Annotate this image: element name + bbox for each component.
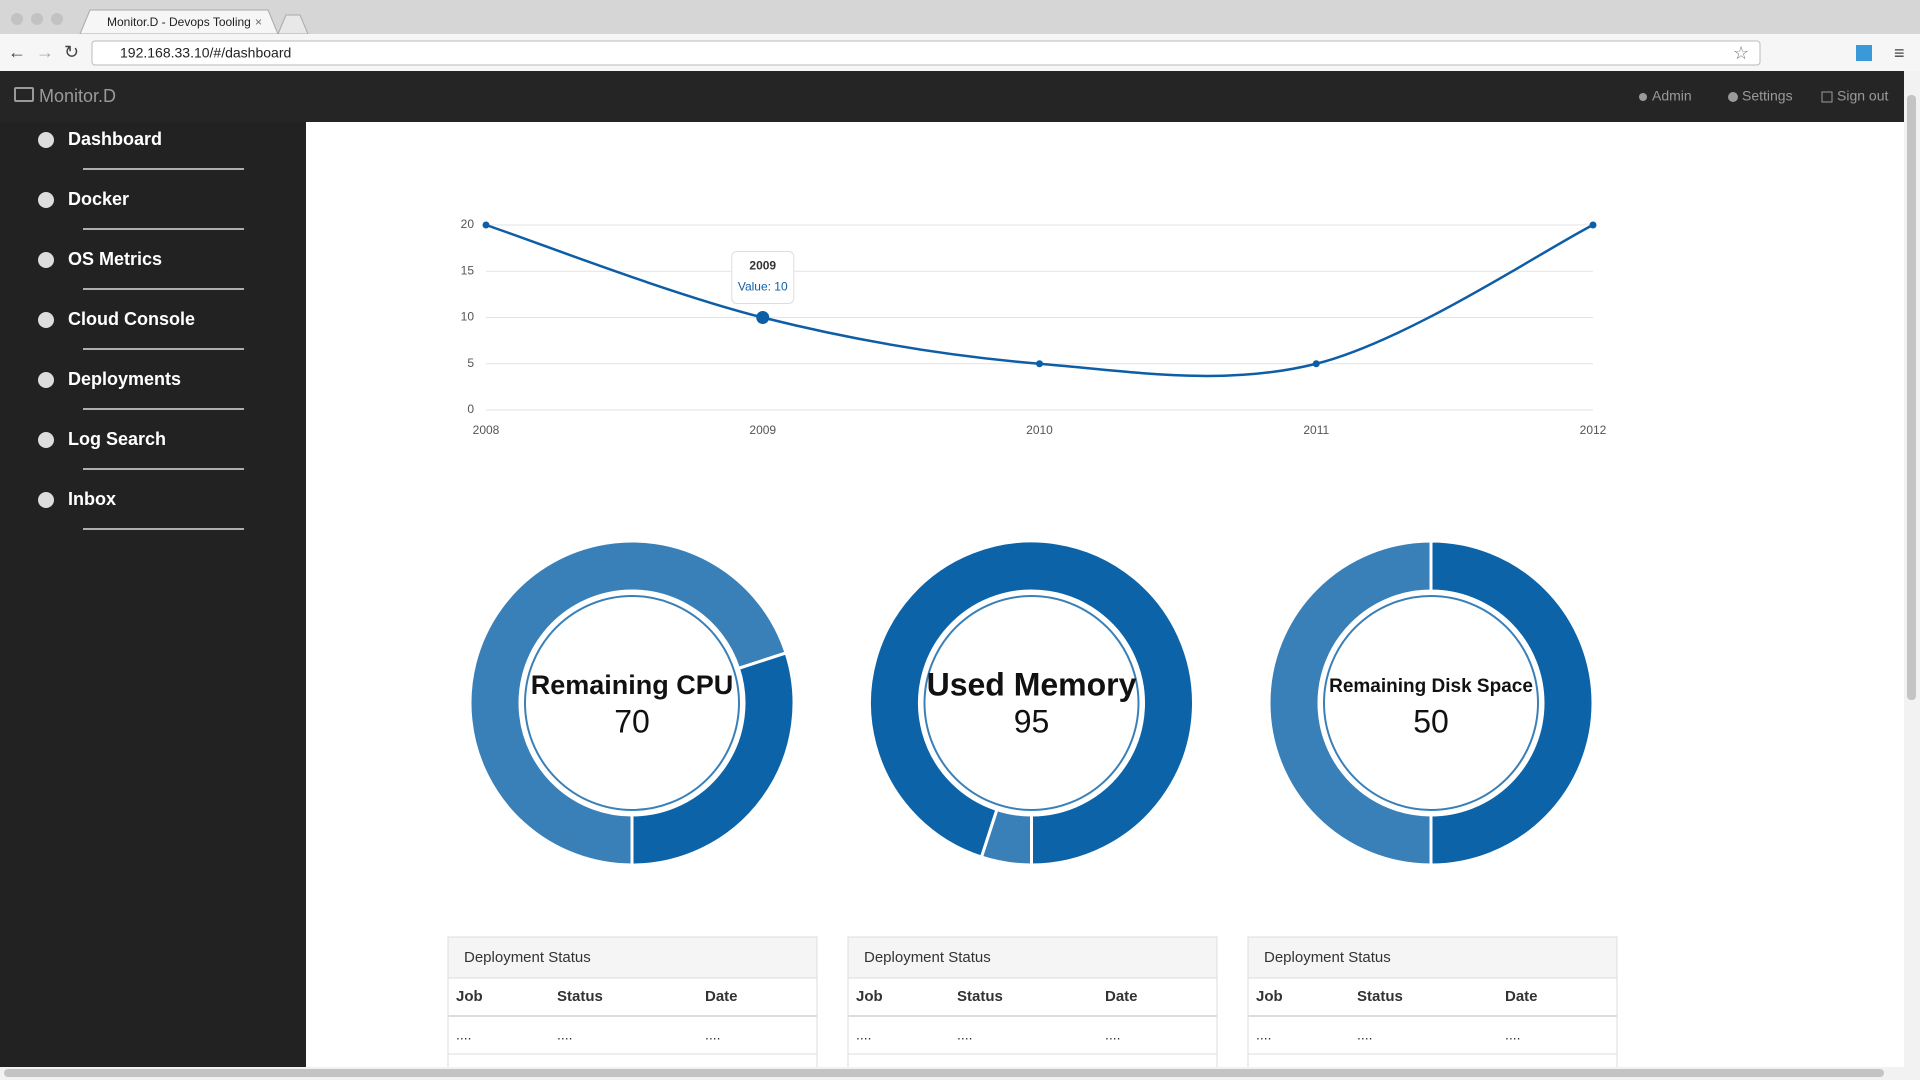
data-point[interactable] [1589, 221, 1597, 229]
donut-title: Remaining Disk Space [1329, 676, 1533, 697]
table-cell: .... [705, 1027, 721, 1043]
y-tick-label: 10 [461, 310, 475, 324]
x-tick-label: 2010 [1026, 423, 1053, 437]
sidebar-icon [38, 252, 54, 268]
table-header: Date [705, 988, 738, 1005]
donut-value: 50 [1413, 703, 1449, 739]
panel-heading [1247, 936, 1618, 979]
sidebar-icon [38, 312, 54, 328]
donut-segment[interactable] [630, 651, 796, 867]
table-header: Date [1105, 988, 1138, 1005]
tooltip-text: Value: 10 [738, 280, 788, 294]
donut-inner-ring [524, 595, 740, 811]
forward-button[interactable]: → [36, 42, 54, 62]
x-tick-label: 2011 [1303, 423, 1329, 437]
table-cell: .... [957, 1027, 973, 1043]
y-tick-label: 5 [467, 356, 474, 370]
sidebar-item[interactable]: Inbox [68, 489, 116, 509]
x-tick-label: 2012 [1580, 423, 1607, 437]
table-header: Status [957, 988, 1003, 1005]
donut-value: 70 [614, 703, 650, 739]
panel-heading [447, 936, 818, 979]
table-header: Date [1505, 988, 1538, 1005]
sidebar-icon [38, 432, 54, 448]
data-point[interactable] [1312, 360, 1320, 368]
tab-title: Monitor.D - Devops Tooling [107, 15, 251, 29]
donut-segment[interactable] [1429, 539, 1595, 867]
tooltip-title: 2009 [749, 259, 776, 273]
table-header: Status [1357, 988, 1403, 1005]
navbar [0, 71, 1920, 122]
donut-segment[interactable] [1267, 539, 1433, 867]
table-cell: .... [557, 1027, 573, 1043]
donut-segment[interactable] [468, 539, 788, 867]
bookmark-star[interactable]: ☆ [1733, 43, 1749, 63]
extension-icon[interactable] [1856, 45, 1872, 61]
x-tick-label: 2008 [473, 423, 500, 437]
sidebar-item[interactable]: Log Search [68, 429, 166, 449]
vertical-scroll-thumb[interactable] [1907, 95, 1916, 700]
data-point[interactable] [482, 221, 490, 229]
tab-close[interactable]: × [255, 15, 262, 29]
back-button[interactable]: ← [8, 42, 26, 62]
table-cell: .... [1256, 1027, 1272, 1043]
admin-icon [1639, 93, 1647, 101]
donut-segment[interactable] [868, 539, 1195, 867]
donut-inner-ring [1323, 595, 1539, 811]
panel-heading [847, 936, 1218, 979]
donut-inner-ring [923, 595, 1140, 811]
nav-sign-out[interactable]: Sign out [1837, 88, 1888, 104]
table-header: Job [456, 988, 483, 1005]
x-tick-label: 2009 [749, 423, 776, 437]
panel-title: Deployment Status [864, 949, 991, 966]
table-cell: .... [1357, 1027, 1373, 1043]
sidebar-icon [38, 492, 54, 508]
sidebar-item[interactable]: Cloud Console [68, 309, 195, 329]
sidebar-item[interactable]: OS Metrics [68, 249, 162, 269]
brand-icon [14, 87, 34, 102]
sidebar-icon [38, 132, 54, 148]
table-cell: .... [856, 1027, 872, 1043]
table-header: Job [856, 988, 883, 1005]
table-header: Job [1256, 988, 1283, 1005]
sign-out-icon [1821, 91, 1833, 103]
brand[interactable]: Monitor.D [39, 86, 116, 106]
settings-icon [1728, 92, 1738, 102]
table-cell: .... [1105, 1027, 1121, 1043]
sidebar-item[interactable]: Deployments [68, 369, 181, 389]
y-tick-label: 0 [467, 402, 474, 416]
donut-title: Remaining CPU [531, 670, 734, 700]
sidebar-item[interactable]: Dashboard [68, 129, 162, 149]
nav-admin[interactable]: Admin [1652, 88, 1692, 104]
panel-title: Deployment Status [464, 949, 591, 966]
table-cell: .... [1505, 1027, 1521, 1043]
data-point[interactable] [1036, 360, 1043, 368]
window-zoom[interactable] [51, 13, 63, 25]
data-point[interactable] [756, 311, 770, 324]
reload-button[interactable]: ↻ [64, 42, 79, 62]
menu-button[interactable]: ≡ [1894, 43, 1905, 63]
sidebar-item[interactable]: Docker [68, 189, 129, 209]
window-minimize[interactable] [31, 13, 43, 25]
donut-value: 95 [1014, 703, 1050, 739]
donut-title: Used Memory [927, 666, 1137, 702]
panel-title: Deployment Status [1264, 949, 1391, 966]
table-cell: .... [456, 1027, 472, 1043]
window-close[interactable] [11, 13, 23, 25]
sidebar-icon [38, 372, 54, 388]
sidebar [0, 122, 306, 1067]
horizontal-scroll-thumb[interactable] [4, 1069, 1884, 1077]
tab-strip [0, 0, 1920, 34]
y-tick-label: 15 [461, 263, 475, 277]
url: 192.168.33.10/#/dashboard [120, 45, 291, 61]
address-bar[interactable] [91, 40, 1761, 66]
tooltip [731, 251, 795, 304]
sidebar-icon [38, 192, 54, 208]
y-tick-label: 20 [461, 217, 475, 231]
nav-settings[interactable]: Settings [1742, 88, 1793, 104]
table-header: Status [557, 988, 603, 1005]
